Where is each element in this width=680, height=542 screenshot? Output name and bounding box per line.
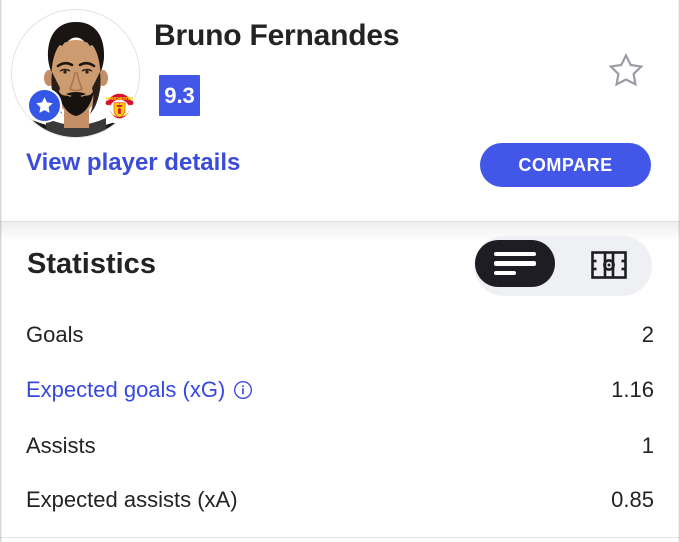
svg-text:MANCHESTER: MANCHESTER (106, 96, 133, 101)
